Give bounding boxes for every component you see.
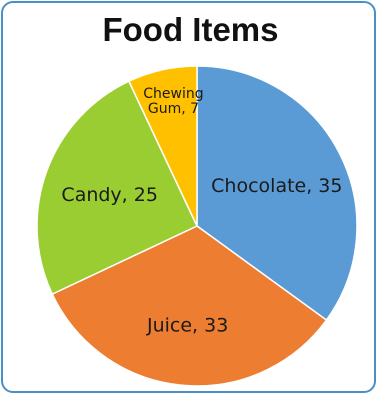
data-label-juice: Juice, 33 — [146, 314, 228, 336]
data-label-candy: Candy, 25 — [61, 184, 158, 206]
pie-slice-chewing-gum — [127, 65, 198, 227]
pie-slices — [36, 65, 358, 387]
pie-slice-candy — [36, 80, 198, 296]
pie-slice-juice — [51, 225, 328, 387]
pie-slice-chocolate — [196, 65, 358, 322]
pie-labels: Chocolate, 35 Juice, 33 Candy, 25 Chewing Gu… — [61, 86, 342, 336]
data-label-chocolate: Chocolate, 35 — [211, 175, 342, 197]
chart-title: Food Items — [102, 11, 279, 48]
data-label-chewing-gum: Chewing Gum, 7 — [143, 86, 203, 117]
